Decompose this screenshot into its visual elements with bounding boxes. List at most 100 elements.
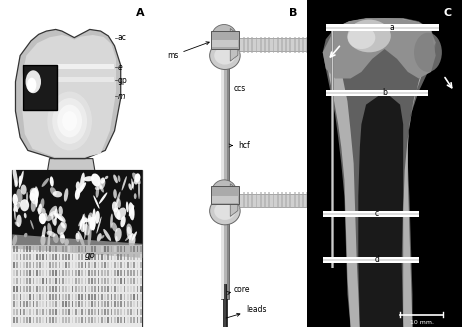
- Ellipse shape: [43, 213, 48, 221]
- Bar: [123, 278, 126, 284]
- Ellipse shape: [91, 173, 101, 187]
- Ellipse shape: [92, 208, 96, 231]
- Bar: [239, 37, 240, 53]
- Bar: [264, 37, 266, 53]
- Bar: [120, 254, 122, 260]
- Bar: [26, 262, 28, 268]
- Bar: [39, 254, 41, 260]
- Ellipse shape: [112, 201, 118, 213]
- Bar: [32, 278, 35, 284]
- Bar: [29, 278, 31, 284]
- Bar: [29, 262, 31, 268]
- Bar: [101, 301, 103, 307]
- Bar: [110, 270, 112, 276]
- Bar: [32, 247, 35, 252]
- Bar: [285, 37, 287, 53]
- Bar: [26, 286, 28, 292]
- Ellipse shape: [97, 233, 102, 242]
- Bar: [13, 317, 15, 323]
- Ellipse shape: [51, 214, 54, 225]
- Bar: [247, 192, 249, 208]
- Bar: [130, 294, 132, 300]
- Bar: [130, 262, 132, 268]
- Bar: [130, 278, 132, 284]
- Bar: [75, 254, 77, 260]
- Bar: [91, 247, 93, 252]
- Bar: [55, 254, 57, 260]
- Bar: [114, 247, 116, 252]
- Ellipse shape: [113, 189, 117, 198]
- Bar: [16, 254, 18, 260]
- Bar: [52, 309, 54, 315]
- Bar: [36, 254, 38, 260]
- Ellipse shape: [15, 222, 19, 226]
- Polygon shape: [359, 92, 403, 327]
- Bar: [49, 262, 51, 268]
- Bar: [273, 192, 274, 208]
- Bar: [223, 284, 227, 327]
- Bar: [302, 192, 304, 208]
- Bar: [12, 170, 142, 245]
- Bar: [91, 270, 93, 276]
- Bar: [137, 262, 139, 268]
- Bar: [85, 301, 86, 307]
- Bar: [29, 294, 31, 300]
- Bar: [281, 37, 283, 53]
- Ellipse shape: [14, 180, 18, 187]
- Bar: [43, 254, 44, 260]
- Bar: [117, 270, 119, 276]
- Ellipse shape: [214, 47, 236, 65]
- Bar: [94, 247, 96, 252]
- Bar: [104, 278, 106, 284]
- Ellipse shape: [100, 180, 105, 189]
- Bar: [104, 317, 106, 323]
- Ellipse shape: [138, 180, 140, 199]
- Bar: [43, 270, 44, 276]
- Ellipse shape: [54, 218, 57, 226]
- Bar: [43, 294, 44, 300]
- Ellipse shape: [12, 165, 18, 186]
- Bar: [39, 317, 41, 323]
- Bar: [332, 26, 333, 268]
- Bar: [36, 270, 38, 276]
- Ellipse shape: [49, 206, 57, 216]
- Ellipse shape: [132, 173, 140, 184]
- Ellipse shape: [127, 224, 132, 234]
- Ellipse shape: [25, 70, 41, 93]
- Ellipse shape: [42, 178, 49, 187]
- Bar: [49, 309, 51, 315]
- Bar: [68, 247, 70, 252]
- Bar: [12, 245, 142, 327]
- Bar: [19, 262, 21, 268]
- Bar: [104, 301, 106, 307]
- Bar: [85, 317, 86, 323]
- Bar: [107, 309, 109, 315]
- Bar: [140, 247, 142, 252]
- Bar: [29, 270, 31, 276]
- Bar: [59, 294, 61, 300]
- Bar: [85, 286, 86, 292]
- Ellipse shape: [47, 231, 55, 237]
- Ellipse shape: [24, 213, 27, 218]
- Bar: [221, 38, 224, 299]
- Bar: [88, 294, 90, 300]
- Bar: [55, 309, 57, 315]
- Bar: [123, 247, 126, 252]
- Bar: [59, 254, 61, 260]
- Bar: [94, 309, 96, 315]
- Text: core: core: [227, 285, 250, 295]
- Bar: [62, 294, 64, 300]
- Bar: [12, 170, 142, 327]
- Bar: [55, 301, 57, 307]
- Bar: [114, 301, 116, 307]
- Bar: [114, 278, 116, 284]
- Bar: [137, 254, 139, 260]
- Ellipse shape: [30, 188, 39, 198]
- Bar: [32, 270, 35, 276]
- Bar: [94, 254, 96, 260]
- Ellipse shape: [114, 207, 121, 219]
- Ellipse shape: [132, 204, 134, 217]
- Bar: [59, 262, 61, 268]
- Ellipse shape: [118, 175, 121, 182]
- Bar: [81, 294, 83, 300]
